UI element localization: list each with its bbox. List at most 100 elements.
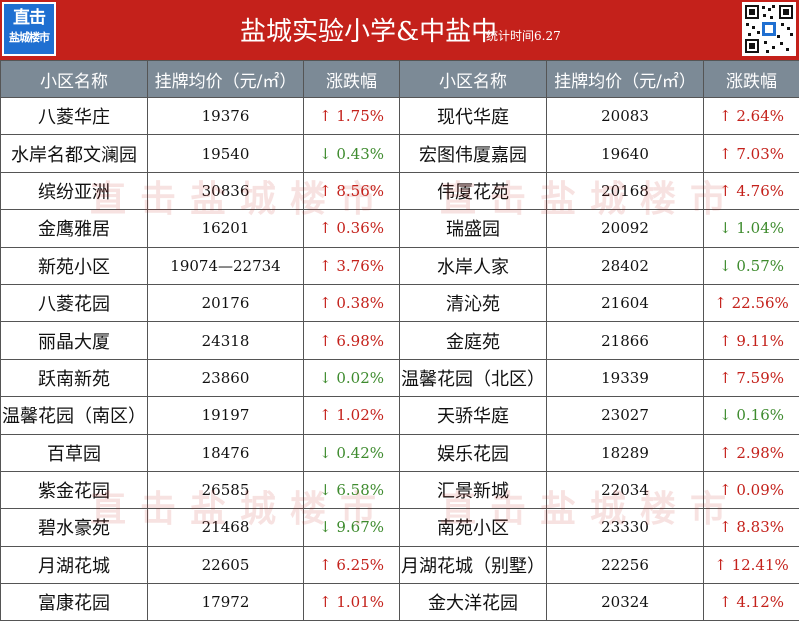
listing-price-right: 20168 bbox=[546, 171, 704, 211]
change-percent: 1.04% bbox=[736, 219, 784, 238]
arrow-up-icon: ↑ bbox=[719, 368, 737, 387]
listing-price-left: 22605 bbox=[147, 545, 304, 585]
listing-price-right: 20092 bbox=[546, 209, 704, 248]
listing-price-left: 23860 bbox=[147, 358, 304, 398]
community-name-right: 宏图伟厦嘉园 bbox=[399, 134, 547, 173]
listing-price-left: 21468 bbox=[147, 508, 304, 547]
arrow-down-icon: ↓ bbox=[319, 443, 337, 462]
price-change-left: ↓ 0.42% bbox=[303, 433, 400, 472]
community-name-right: 娱乐花园 bbox=[399, 433, 547, 472]
community-name-left: 富康花园 bbox=[0, 583, 148, 622]
community-name-left: 跃南新苑 bbox=[0, 358, 148, 398]
change-percent: 0.43% bbox=[336, 144, 384, 163]
listing-price-left: 20176 bbox=[147, 283, 304, 323]
change-percent: 1.01% bbox=[336, 593, 384, 612]
community-name-left: 碧水豪苑 bbox=[0, 508, 148, 547]
change-percent: 7.03% bbox=[736, 144, 784, 163]
table-row: 月湖花城 22605 ↑ 6.25% 月湖花城（别墅） 22256 ↑ 12.41% bbox=[0, 545, 799, 585]
change-percent: 22.56% bbox=[731, 294, 789, 313]
change-percent: 6.58% bbox=[336, 481, 384, 500]
price-change-right: ↑ 12.41% bbox=[703, 545, 799, 585]
change-percent: 0.09% bbox=[736, 481, 784, 500]
listing-price-right: 21604 bbox=[546, 283, 704, 323]
price-change-right: ↑ 2.64% bbox=[703, 96, 799, 136]
table-row: 百草园 18476 ↓ 0.42% 娱乐花园 18289 ↑ 2.98% bbox=[0, 433, 799, 472]
community-name-right: 伟厦花苑 bbox=[399, 171, 547, 211]
table-row: 跃南新苑 23860 ↓ 0.02% 温馨花园（北区） 19339 ↑ 7.59% bbox=[0, 358, 799, 398]
community-name-left: 紫金花园 bbox=[0, 470, 148, 510]
price-change-left: ↓ 0.43% bbox=[303, 134, 400, 173]
change-percent: 8.83% bbox=[736, 518, 784, 537]
price-change-left: ↑ 6.25% bbox=[303, 545, 400, 585]
table-row: 八菱花园 20176 ↑ 0.38% 清沁苑 21604 ↑ 22.56% bbox=[0, 283, 799, 323]
change-percent: 12.41% bbox=[731, 555, 789, 574]
community-name-right: 汇景新城 bbox=[399, 470, 547, 510]
table-row: 金鹰雅居 16201 ↑ 0.36% 瑞盛园 20092 ↓ 1.04% bbox=[0, 209, 799, 248]
price-table: 小区名称 挂牌均价（元/㎡） 涨跌幅 小区名称 挂牌均价（元/㎡） 涨跌幅 八菱… bbox=[0, 60, 799, 622]
price-change-right: ↑ 8.83% bbox=[703, 508, 799, 547]
community-name-left: 百草园 bbox=[0, 433, 148, 472]
change-percent: 1.02% bbox=[336, 406, 384, 425]
table-row: 新苑小区 19074—22734 ↑ 3.76% 水岸人家 28402 ↓ 0.57% bbox=[0, 246, 799, 285]
change-percent: 4.12% bbox=[736, 593, 784, 612]
change-percent: 0.42% bbox=[336, 443, 384, 462]
community-name-left: 新苑小区 bbox=[0, 246, 148, 285]
arrow-up-icon: ↑ bbox=[319, 294, 337, 313]
change-percent: 0.02% bbox=[336, 368, 384, 387]
table-body: 八菱华庄 19376 ↑ 1.75% 现代华庭 20083 ↑ 2.64% 水岸名都文澜园 1… bbox=[0, 96, 799, 622]
community-name-left: 缤纷亚洲 bbox=[0, 171, 148, 211]
price-change-left: ↑ 0.36% bbox=[303, 209, 400, 248]
listing-price-left: 19376 bbox=[147, 96, 304, 136]
arrow-up-icon: ↑ bbox=[319, 181, 337, 200]
price-change-left: ↓ 6.58% bbox=[303, 470, 400, 510]
table-row: 八菱华庄 19376 ↑ 1.75% 现代华庭 20083 ↑ 2.64% bbox=[0, 96, 799, 136]
community-name-left: 丽晶大厦 bbox=[0, 321, 148, 360]
arrow-down-icon: ↓ bbox=[319, 144, 337, 163]
change-percent: 3.76% bbox=[336, 256, 384, 275]
price-change-left: ↑ 3.76% bbox=[303, 246, 400, 285]
price-change-right: ↑ 4.12% bbox=[703, 583, 799, 622]
arrow-up-icon: ↑ bbox=[319, 555, 337, 574]
price-change-right: ↑ 2.98% bbox=[703, 433, 799, 472]
community-name-right: 金大洋花园 bbox=[399, 583, 547, 622]
community-name-right: 月湖花城（别墅） bbox=[399, 545, 547, 585]
arrow-down-icon: ↓ bbox=[319, 518, 337, 537]
price-change-right: ↓ 1.04% bbox=[703, 209, 799, 248]
table-row: 丽晶大厦 24318 ↑ 6.98% 金庭苑 21866 ↑ 9.11% bbox=[0, 321, 799, 360]
change-percent: 9.11% bbox=[736, 331, 784, 350]
stat-date: 统计时间6.27 bbox=[486, 29, 561, 43]
arrow-up-icon: ↑ bbox=[319, 256, 337, 275]
arrow-up-icon: ↑ bbox=[719, 144, 737, 163]
arrow-down-icon: ↓ bbox=[719, 219, 737, 238]
listing-price-left: 18476 bbox=[147, 433, 304, 472]
listing-price-left: 17972 bbox=[147, 583, 304, 622]
price-change-left: ↑ 1.75% bbox=[303, 96, 400, 136]
change-percent: 2.98% bbox=[736, 443, 784, 462]
listing-price-right: 21866 bbox=[546, 321, 704, 360]
arrow-up-icon: ↑ bbox=[719, 181, 737, 200]
listing-price-right: 22034 bbox=[546, 470, 704, 510]
community-name-right: 瑞盛园 bbox=[399, 209, 547, 248]
change-percent: 0.57% bbox=[736, 256, 784, 275]
price-change-left: ↓ 9.67% bbox=[303, 508, 400, 547]
listing-price-left: 16201 bbox=[147, 209, 304, 248]
listing-price-left: 19074—22734 bbox=[147, 246, 304, 285]
change-percent: 0.16% bbox=[736, 406, 784, 425]
community-name-left: 温馨花园（南区） bbox=[0, 396, 148, 435]
change-percent: 9.67% bbox=[336, 518, 384, 537]
price-change-right: ↑ 0.09% bbox=[703, 470, 799, 510]
listing-price-left: 26585 bbox=[147, 470, 304, 510]
table-row: 紫金花园 26585 ↓ 6.58% 汇景新城 22034 ↑ 0.09% bbox=[0, 470, 799, 510]
price-change-left: ↑ 8.56% bbox=[303, 171, 400, 211]
arrow-up-icon: ↑ bbox=[319, 219, 337, 238]
table-row: 碧水豪苑 21468 ↓ 9.67% 南苑小区 23330 ↑ 8.83% bbox=[0, 508, 799, 547]
arrow-up-icon: ↑ bbox=[714, 294, 732, 313]
listing-price-left: 24318 bbox=[147, 321, 304, 360]
change-percent: 7.59% bbox=[736, 368, 784, 387]
price-change-right: ↓ 0.16% bbox=[703, 396, 799, 435]
arrow-down-icon: ↓ bbox=[319, 481, 337, 500]
change-percent: 6.25% bbox=[336, 555, 384, 574]
community-name-right: 现代华庭 bbox=[399, 96, 547, 136]
listing-price-left: 19197 bbox=[147, 396, 304, 435]
arrow-up-icon: ↑ bbox=[719, 443, 737, 462]
